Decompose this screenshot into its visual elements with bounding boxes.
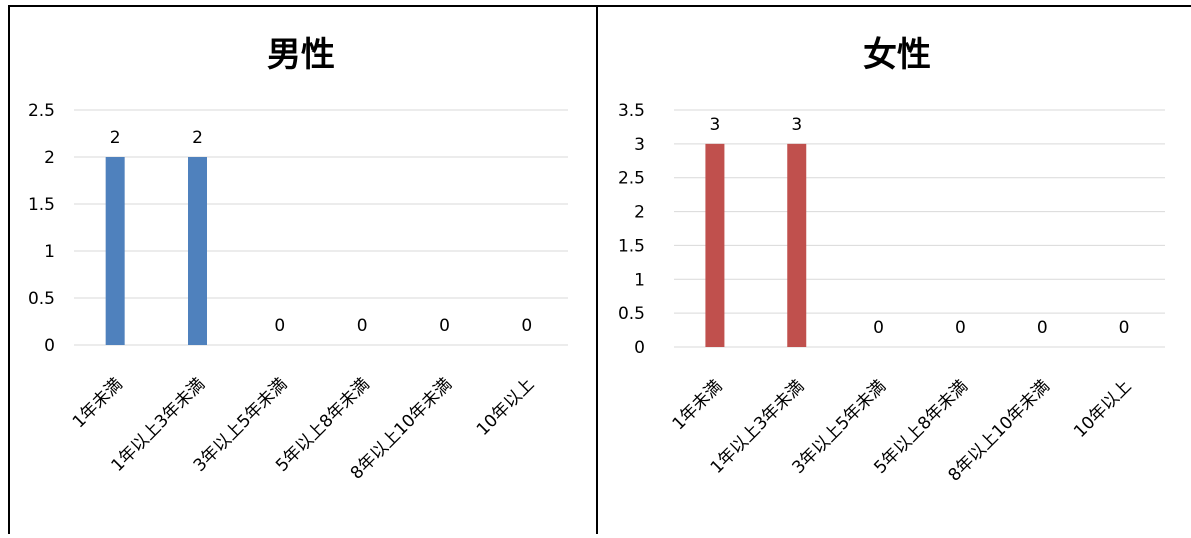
y-tick-label: 3.5 [618,101,645,121]
x-tick-label: 1年未満 [669,376,727,434]
x-tick-label: 10年以上 [473,374,539,440]
data-label: 0 [521,316,532,336]
gridlines [74,109,568,346]
data-label: 3 [791,115,802,135]
y-tick-label: 1 [44,242,55,262]
gridlines [674,109,1165,348]
x-tick-label: 10年以上 [1070,376,1136,442]
bars [705,143,807,347]
bar [188,157,207,345]
data-label: 0 [1037,318,1048,338]
data-label: 0 [873,318,884,338]
y-tick-label: 0 [634,338,645,358]
y-axis-ticks: 0 0.5 1 1.5 2 2.5 [28,101,55,356]
y-tick-label: 0.5 [618,304,645,324]
data-label: 3 [710,115,721,135]
chart-title: 女性 [863,35,931,75]
data-label: 2 [110,128,121,148]
data-label: 0 [955,318,966,338]
y-tick-label: 1 [634,270,645,290]
y-tick-label: 3 [634,135,645,155]
y-tick-label: 0 [44,336,55,356]
male-chart: 男性 0 0.5 1 1.5 2 2.5 2 2 0 0 0 0 1年未満1年以上3年未満3年以上5… [28,35,568,484]
data-label: 0 [357,316,368,336]
chart-frame [8,5,1191,534]
y-tick-label: 1.5 [618,236,645,256]
female-chart: 女性 0 0.5 1 1.5 2 2.5 3 3.5 3 3 0 0 0 0 1年未満1年以上3年未満3… [618,35,1165,486]
bar [105,157,125,345]
bar [705,143,725,347]
data-labels: 3 3 0 0 0 0 [710,115,1130,338]
chart-title: 男性 [267,35,335,75]
y-tick-label: 1.5 [28,195,55,215]
data-label: 2 [192,128,203,148]
data-label: 0 [439,316,450,336]
y-tick-label: 2 [44,148,55,168]
y-tick-label: 2 [634,203,645,223]
x-tick-label: 1年未満 [69,374,127,432]
data-labels: 2 2 0 0 0 0 [110,128,532,336]
y-tick-label: 0.5 [28,289,55,309]
y-axis-ticks: 0 0.5 1 1.5 2 2.5 3 3.5 [618,101,645,358]
data-label: 0 [274,316,285,336]
data-label: 0 [1119,318,1130,338]
bar [787,143,807,347]
y-tick-label: 2.5 [28,101,55,121]
y-tick-label: 2.5 [618,169,645,189]
bars [105,157,207,345]
